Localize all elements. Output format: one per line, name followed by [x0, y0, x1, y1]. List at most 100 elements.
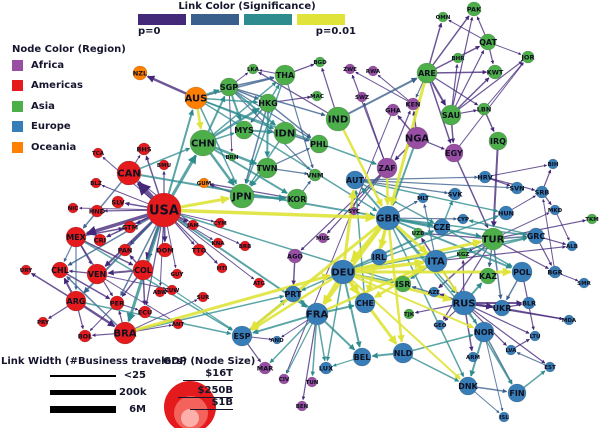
- node-KEN[interactable]: [406, 97, 420, 111]
- node-CAN[interactable]: [116, 160, 142, 186]
- node-SYC[interactable]: [349, 206, 359, 216]
- node-MYS[interactable]: [234, 120, 254, 140]
- node-MDA[interactable]: [563, 314, 575, 326]
- node-GRC[interactable]: [527, 227, 545, 245]
- node-SVN[interactable]: [510, 181, 524, 195]
- node-VNM[interactable]: [308, 168, 322, 182]
- node-ECU[interactable]: [138, 305, 152, 319]
- node-VEN[interactable]: [86, 263, 108, 285]
- node-IND[interactable]: [325, 106, 351, 132]
- node-TUN[interactable]: [306, 376, 318, 388]
- node-AUS[interactable]: [184, 86, 208, 110]
- node-KOR[interactable]: [286, 188, 308, 210]
- node-IDN[interactable]: [273, 121, 297, 145]
- node-NIC[interactable]: [67, 202, 79, 214]
- node-SAU[interactable]: [440, 104, 462, 126]
- node-AND[interactable]: [272, 335, 282, 345]
- node-BIH[interactable]: [547, 158, 559, 170]
- node-LUX[interactable]: [319, 361, 333, 375]
- node-TKM[interactable]: [586, 213, 598, 225]
- node-NGA[interactable]: [405, 126, 429, 150]
- node-GHA[interactable]: [386, 103, 400, 117]
- node-NLD[interactable]: [392, 342, 414, 364]
- node-BLZ[interactable]: [90, 177, 102, 189]
- node-IRL[interactable]: [370, 248, 388, 266]
- node-ATG[interactable]: [253, 277, 265, 289]
- node-MEX[interactable]: [65, 226, 87, 248]
- node-ZWE[interactable]: [344, 63, 356, 75]
- node-GTM[interactable]: [123, 220, 137, 234]
- node-ARE[interactable]: [416, 62, 438, 84]
- node-SLV[interactable]: [111, 195, 125, 209]
- node-CRI[interactable]: [93, 233, 107, 247]
- node-AGO[interactable]: [287, 248, 303, 264]
- node-TJK[interactable]: [403, 308, 415, 320]
- node-KAZ[interactable]: [479, 267, 497, 285]
- node-TTO[interactable]: [192, 243, 206, 257]
- node-LKA[interactable]: [247, 63, 259, 75]
- node-MAR[interactable]: [258, 361, 272, 375]
- node-HTI[interactable]: [216, 262, 228, 274]
- node-MLT[interactable]: [417, 192, 429, 204]
- node-CHL[interactable]: [51, 261, 69, 279]
- node-PHL[interactable]: [309, 134, 329, 154]
- node-SGP[interactable]: [219, 77, 239, 97]
- node-UKR[interactable]: [493, 299, 511, 317]
- node-USA[interactable]: [146, 192, 182, 228]
- node-JOR[interactable]: [521, 50, 535, 64]
- node-NZL[interactable]: [132, 65, 148, 81]
- node-BLR[interactable]: [522, 296, 536, 310]
- node-EST[interactable]: [544, 361, 556, 373]
- node-UZB[interactable]: [412, 227, 424, 239]
- node-ISL[interactable]: [498, 411, 510, 423]
- node-BMU[interactable]: [158, 159, 170, 171]
- node-TCA[interactable]: [92, 147, 104, 159]
- node-LVA[interactable]: [505, 344, 517, 356]
- node-BRB[interactable]: [239, 240, 251, 252]
- node-BHR[interactable]: [452, 52, 464, 64]
- node-ESP[interactable]: [231, 325, 253, 347]
- node-LBN[interactable]: [477, 102, 491, 116]
- node-LTU[interactable]: [529, 330, 541, 342]
- node-ARG[interactable]: [65, 290, 87, 312]
- node-GUY[interactable]: [171, 268, 183, 280]
- node-BHS[interactable]: [137, 142, 151, 156]
- node-ZAF[interactable]: [376, 157, 398, 179]
- node-NOR[interactable]: [473, 321, 495, 343]
- node-JPN[interactable]: [229, 183, 255, 209]
- node-BGD[interactable]: [314, 56, 326, 68]
- node-SWZ[interactable]: [356, 91, 368, 103]
- node-PRY[interactable]: [37, 316, 49, 328]
- node-RWA[interactable]: [367, 65, 379, 77]
- node-BRN[interactable]: [227, 152, 237, 162]
- node-BOL[interactable]: [78, 329, 92, 343]
- node-QAT[interactable]: [479, 33, 497, 51]
- node-AZE[interactable]: [428, 286, 440, 298]
- node-KNA[interactable]: [212, 237, 224, 249]
- node-HKG[interactable]: [258, 93, 278, 113]
- node-MKD[interactable]: [549, 204, 561, 216]
- node-CHE[interactable]: [354, 292, 376, 314]
- node-CYM[interactable]: [214, 217, 226, 229]
- node-CYP[interactable]: [457, 213, 469, 225]
- node-SRB[interactable]: [535, 185, 549, 199]
- node-BEN[interactable]: [296, 400, 308, 412]
- node-PER[interactable]: [109, 295, 125, 311]
- node-SVK[interactable]: [448, 187, 462, 201]
- node-MUS[interactable]: [317, 232, 329, 244]
- node-EGY[interactable]: [444, 143, 464, 163]
- node-ARM[interactable]: [467, 351, 479, 363]
- node-FIN[interactable]: [507, 383, 527, 403]
- node-PRT[interactable]: [284, 285, 302, 303]
- node-ABW[interactable]: [154, 286, 166, 298]
- node-GUM[interactable]: [198, 177, 210, 189]
- node-BRA[interactable]: [113, 321, 137, 345]
- node-URY[interactable]: [20, 264, 32, 276]
- node-CUW[interactable]: [166, 284, 178, 296]
- node-ALB[interactable]: [566, 240, 578, 252]
- node-TWN[interactable]: [256, 157, 278, 179]
- node-FRA[interactable]: [305, 302, 329, 326]
- node-BEL[interactable]: [352, 347, 372, 367]
- node-KGZ[interactable]: [457, 248, 469, 260]
- node-CZE[interactable]: [433, 218, 451, 236]
